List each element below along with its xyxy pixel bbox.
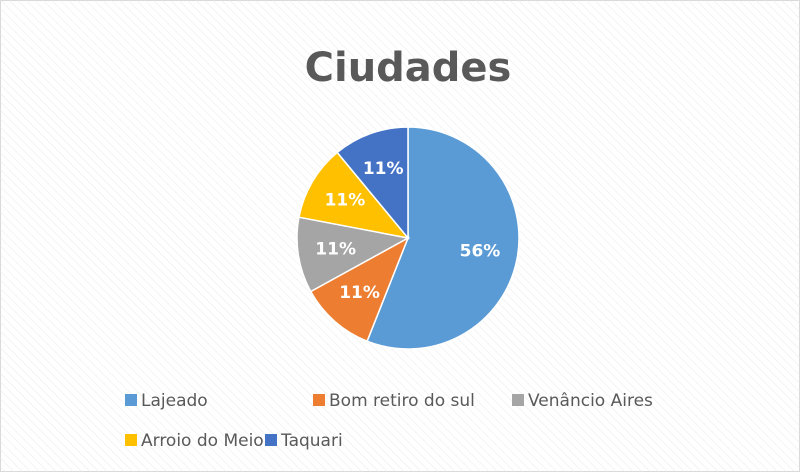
pie-slice (309, 236, 410, 343)
chart-title: Ciudades (305, 45, 512, 91)
pie-slice (336, 126, 409, 241)
legend-label: Lajeado (141, 391, 208, 411)
pie-slice (366, 126, 520, 350)
data-label: 11% (325, 191, 366, 211)
legend-label: Bom retiro do sul (329, 391, 475, 411)
legend-swatch (265, 434, 277, 446)
pie-slice (298, 151, 410, 240)
legend-swatch (313, 394, 325, 406)
legend-label: Venâncio Aires (528, 391, 653, 411)
legend-swatch (125, 394, 137, 406)
legend-swatch (512, 394, 524, 406)
data-label: 11% (339, 283, 380, 303)
data-label: 11% (315, 239, 356, 259)
data-label: 56% (460, 242, 501, 262)
legend-label: Arroio do Meio (141, 431, 264, 451)
pie-slice (296, 216, 411, 293)
data-label: 11% (363, 159, 404, 179)
legend-swatch (125, 434, 137, 446)
legend-label: Taquari (280, 431, 343, 451)
